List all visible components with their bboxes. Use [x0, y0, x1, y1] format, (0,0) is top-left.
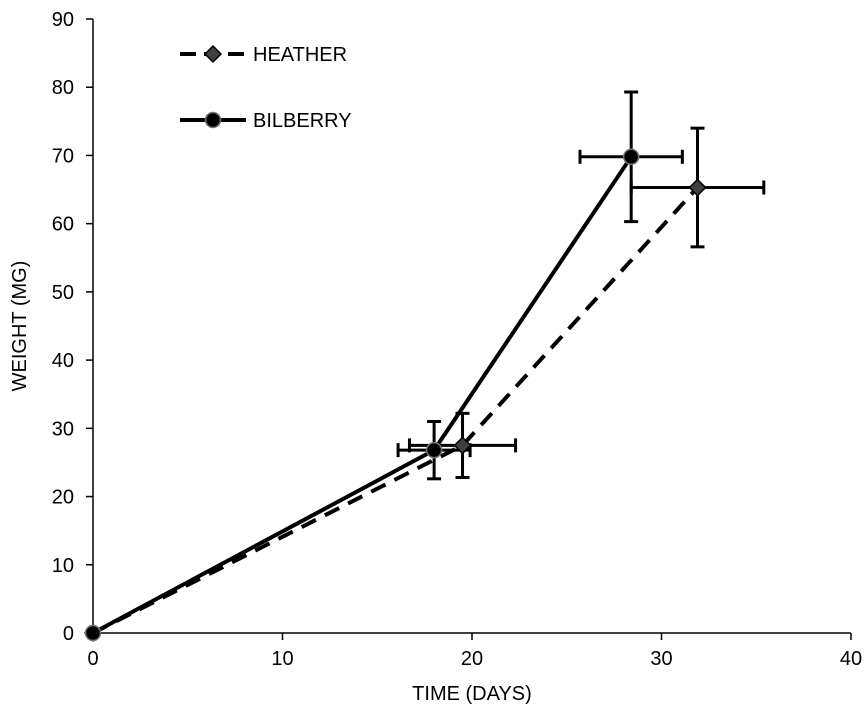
y-tick-label: 0 [63, 623, 74, 645]
y-tick-label: 20 [52, 487, 74, 509]
x-axis-title: TIME (DAYS) [412, 683, 532, 705]
legend-marker-heather [203, 44, 223, 64]
x-tick-label: 0 [87, 648, 98, 670]
series-line-heather [92, 186, 699, 635]
legend-label-bilberry: BILBERRY [253, 110, 352, 132]
y-ticks: 0 10 20 30 40 50 60 70 80 90 [52, 9, 93, 645]
error-bars-bilberry [396, 90, 684, 481]
plot-area [83, 90, 766, 643]
data-point [688, 178, 707, 197]
y-tick-label: 50 [52, 282, 74, 304]
y-tick-label: 40 [52, 350, 74, 372]
data-point [453, 436, 472, 455]
legend-item-heather: HEATHER [180, 44, 347, 66]
axes: 0 10 20 30 40 0 10 20 30 40 50 60 70 80 90 [52, 9, 862, 670]
y-tick-label: 30 [52, 418, 74, 440]
series-bilberry [92, 90, 684, 635]
markers-heather [83, 178, 707, 643]
y-tick-label: 90 [52, 9, 74, 31]
markers-bilberry [84, 148, 640, 642]
y-tick-label: 70 [52, 145, 74, 167]
x-ticks: 0 10 20 30 40 [87, 633, 862, 670]
error-bars-heather [407, 126, 766, 479]
legend-label-heather: HEATHER [253, 44, 347, 66]
legend-marker-bilberry [204, 111, 222, 129]
legend-item-bilberry: BILBERRY [180, 110, 352, 132]
data-point [622, 148, 640, 166]
x-tick-label: 20 [461, 648, 483, 670]
y-tick-label: 60 [52, 214, 74, 236]
series-heather [92, 126, 766, 635]
y-axis-title: WEIGHT (MG) [9, 261, 31, 392]
data-point [425, 441, 443, 459]
series-line-bilberry [92, 155, 633, 635]
y-tick-label: 80 [52, 77, 74, 99]
legend: HEATHER BILBERRY [180, 44, 352, 132]
x-tick-label: 30 [650, 648, 672, 670]
x-tick-label: 40 [840, 648, 862, 670]
y-tick-label: 10 [52, 555, 74, 577]
data-point [84, 624, 102, 642]
x-tick-label: 10 [271, 648, 293, 670]
